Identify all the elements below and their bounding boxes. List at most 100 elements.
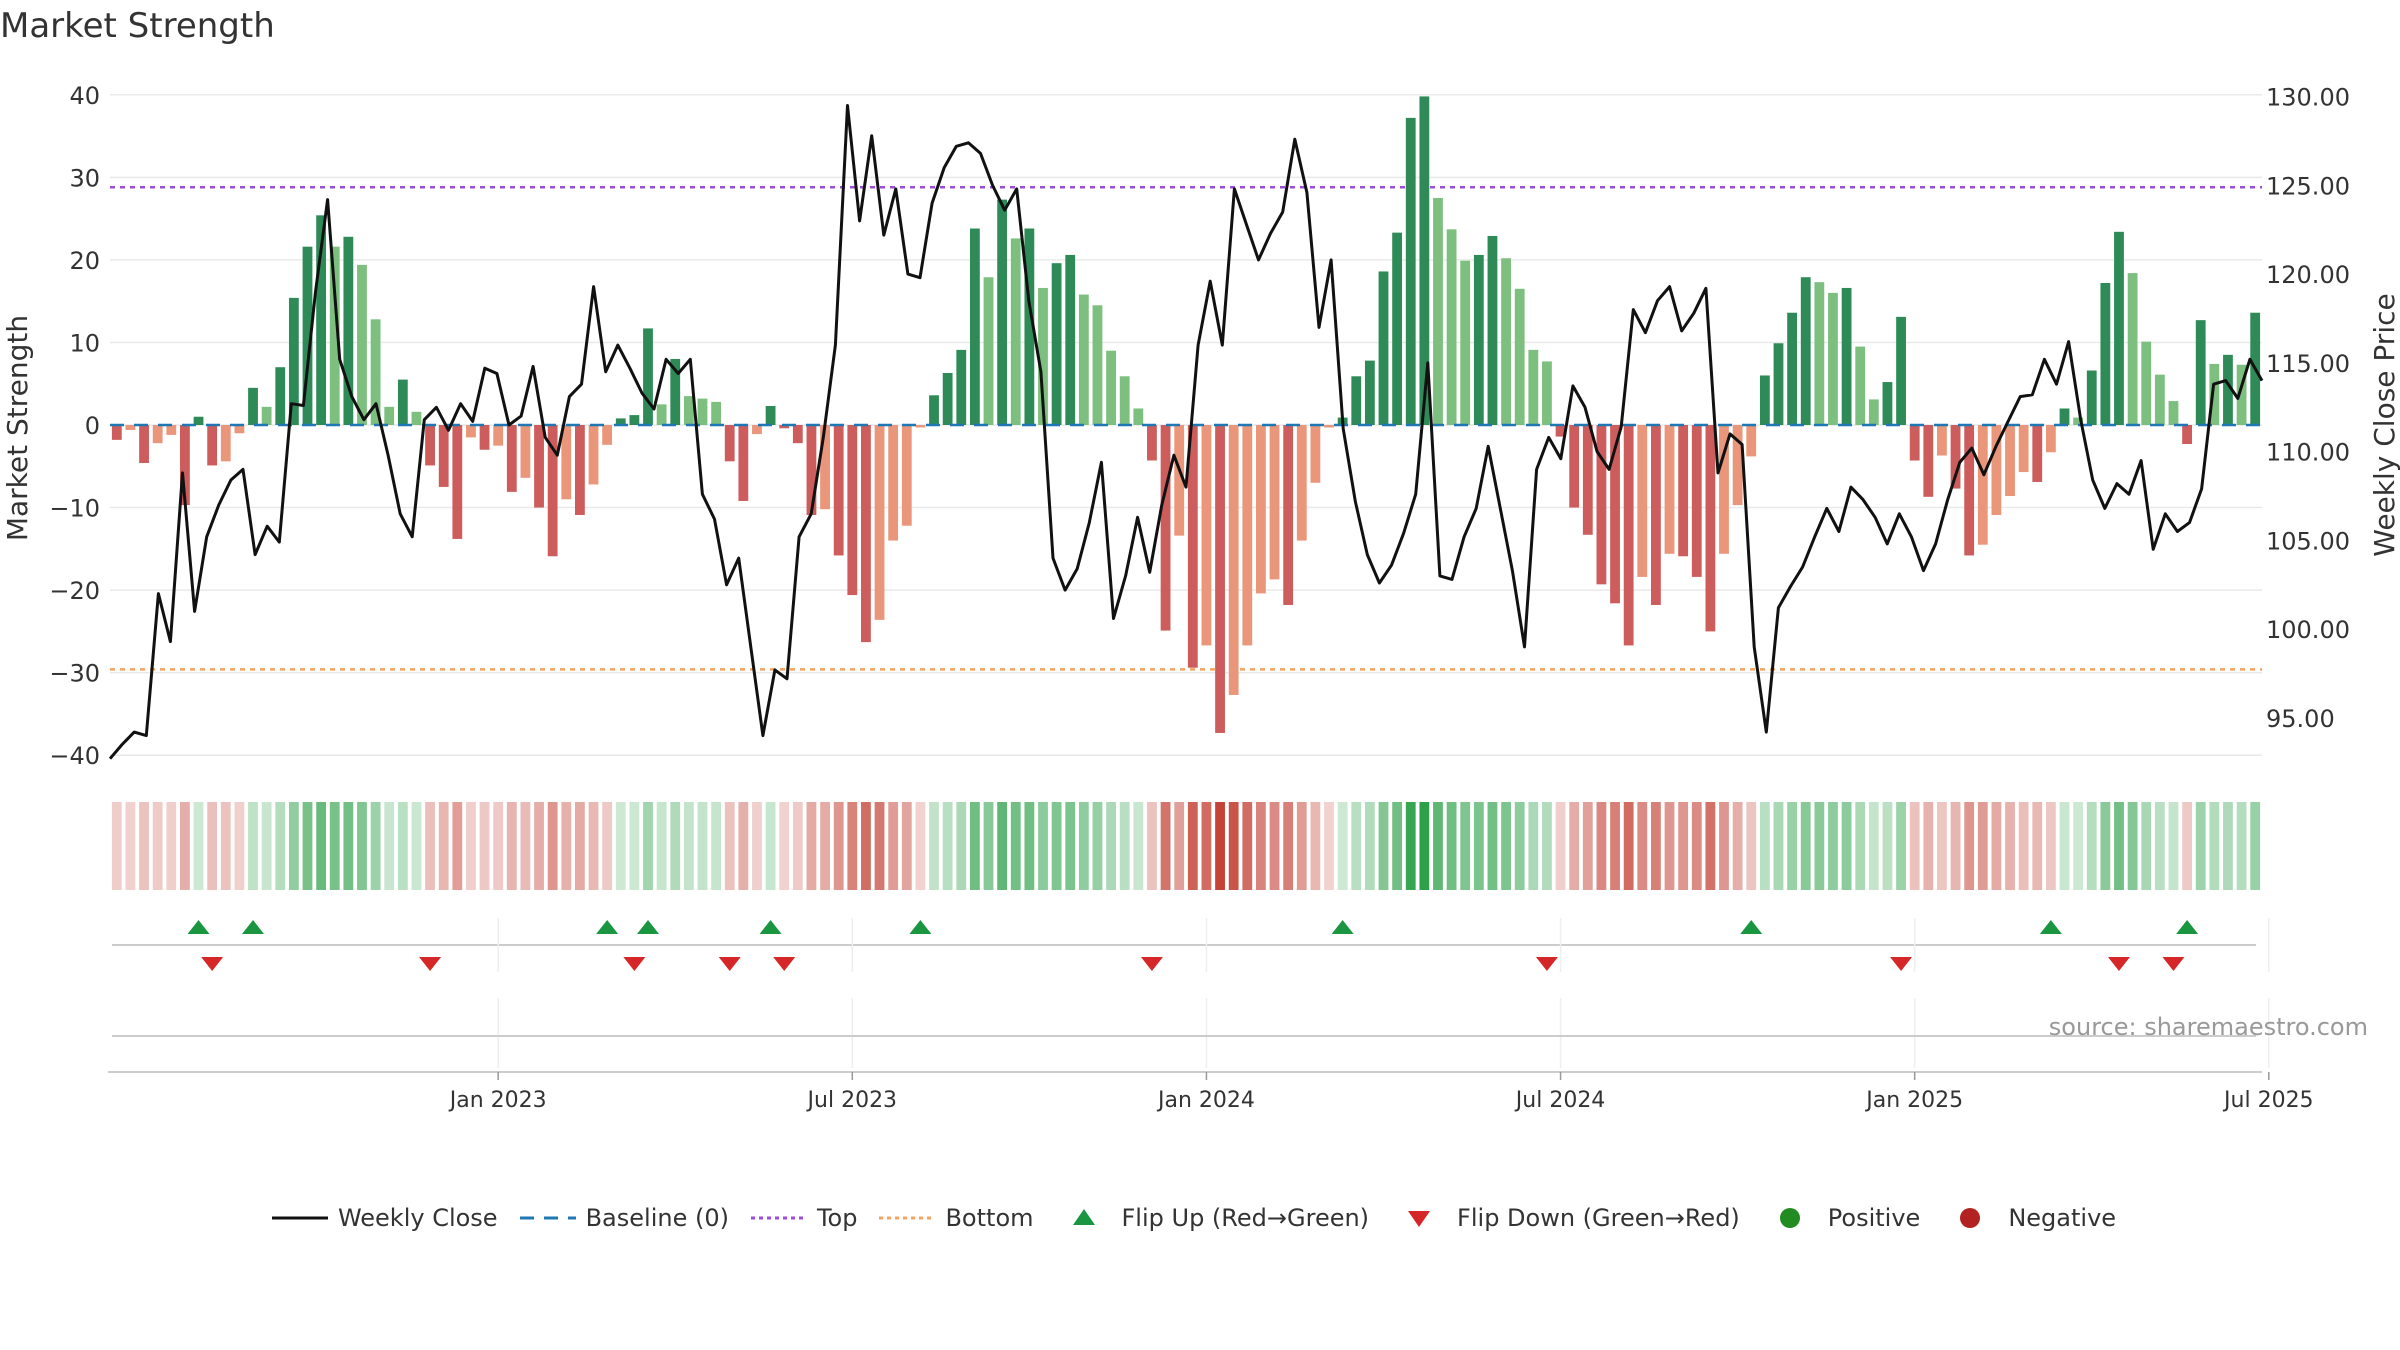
heat-cell [2154,802,2165,890]
right-tick-label: 105.00 [2266,527,2350,555]
heat-cell [2182,802,2192,890]
reference-lines [110,185,2262,671]
flip-up-marker [2176,920,2199,934]
strength-bar [1528,349,1539,425]
strength-bar [1828,292,1838,425]
strength-bar [1650,425,1661,605]
heat-cell [1800,802,1811,890]
heat-cell [915,802,926,890]
strength-bar [724,425,735,462]
heat-cell [1242,802,1253,890]
flip-markers-panel [112,918,2270,1068]
heat-cell [752,802,762,890]
left-tick-label: 0 [85,412,100,440]
strength-bar [1691,425,1702,577]
strength-bar [1800,277,1811,425]
strength-bar [1433,197,1443,425]
strength-bar [1078,294,1089,425]
strength-bar [479,425,490,450]
strength-bar [316,215,327,425]
strength-bar [1283,425,1294,605]
heat-cell [1542,802,1552,890]
strength-bar [969,228,980,425]
strength-bar [1719,425,1729,554]
strength-bar [615,418,626,425]
legend-item-top: Top [749,1204,857,1232]
strength-bar [275,367,286,425]
x-tick-label: Jan 2025 [1864,1088,1963,1113]
heat-cell [1174,802,1185,890]
heat-cell [180,802,190,890]
heat-cell [1637,802,1648,890]
heat-cell [806,802,817,890]
legend-label: Positive [1827,1204,1921,1232]
right-tick-label: 130.00 [2266,84,2350,112]
heat-cell [2005,802,2015,890]
strength-bar [2073,417,2084,425]
heat-cell [1364,802,1375,890]
strength-bar [547,425,558,557]
heat-cell [2195,802,2206,890]
strength-bar [901,425,912,526]
strength-bar [602,425,613,445]
strength-bar [2141,341,2152,425]
heat-cell [1650,802,1661,890]
left-tick-label: 40 [69,82,100,110]
right-tick-label: 125.00 [2266,172,2350,200]
strength-bar [384,406,395,425]
heat-cell [574,802,585,890]
strength-bar [2209,363,2220,425]
strength-bar [1623,425,1634,646]
strength-bar [752,425,762,435]
legend-item-positive: Positive [1760,1204,1921,1232]
strength-bar [2154,374,2165,425]
heat-cell [547,802,558,890]
strength-bar [779,425,790,429]
legend-item-bottom: Bottom [877,1204,1034,1232]
strength-bars [111,96,2261,733]
strength-bar [1310,425,1321,483]
strength-bar [493,425,504,446]
heat-cell [765,802,776,890]
strength-bar [1664,425,1675,554]
heat-cell [2209,802,2220,890]
heat-cell [1569,802,1580,890]
strength-bar [1473,254,1484,425]
strength-bar [1555,425,1566,437]
heat-cell [1964,802,1975,890]
heat-cell [193,802,204,890]
legend-item-flip-up: Flip Up (Red→Green) [1054,1204,1369,1232]
heat-cell [1787,802,1798,890]
strength-bar [983,277,994,425]
heat-cell [139,802,149,890]
strength-bar [2182,425,2192,444]
strength-bar [738,425,749,501]
strength-bar [1923,425,1934,497]
strength-bar [1133,408,1144,425]
strength-bar [629,415,640,425]
flip-up-marker [1740,920,1763,934]
strength-bar [1678,425,1689,557]
flip-up-marker [1331,920,1354,934]
heat-cell [2141,802,2152,890]
heat-cell [1419,802,1430,890]
heat-cell [248,802,258,890]
strength-bar [1882,382,1893,425]
strength-bar [1909,425,1920,461]
legend-label: Bottom [945,1204,1034,1232]
legend-item-flip-down: Flip Down (Green→Red) [1389,1204,1740,1232]
strength-bar [1569,425,1580,508]
red-dot-icon [1960,1208,1981,1228]
heat-cell [1909,802,1920,890]
source-attribution: source: sharemaestro.com [2049,1013,2368,1041]
strength-bar [574,425,585,515]
heat-cell [452,802,463,890]
right-tick-label: 120.00 [2266,261,2350,289]
heat-cell [656,802,667,890]
heat-cell [683,802,694,890]
strength-bar [833,425,844,556]
strength-bar [915,425,926,428]
heat-cell [1310,802,1321,890]
strength-bar [220,425,231,462]
